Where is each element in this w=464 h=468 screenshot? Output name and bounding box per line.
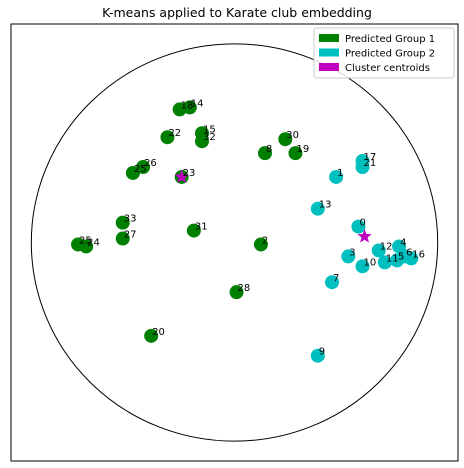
point-label: 24 [87,237,100,248]
point-label: 16 [412,249,425,260]
centroid-star-0 [174,169,189,184]
legend-swatch-centroid [319,63,339,71]
point-label: 10 [364,257,377,268]
point-group1-32 [194,134,209,149]
point-label: 5 [398,251,404,262]
point-group1-2 [253,237,268,252]
legend-label-centroid: Cluster centroids [345,63,430,74]
point-group1-26 [136,160,151,175]
point-group2-9 [310,348,325,363]
point-label: 2 [262,235,268,246]
point-group1-24 [79,239,94,254]
point-group2-21 [355,160,370,175]
point-group2-1 [329,169,344,184]
point-label: 3 [349,247,355,258]
legend-label-group2: Predicted Group 2 [345,49,435,60]
point-group2-16 [404,251,419,266]
point-label: 14 [191,98,204,109]
point-label: 4 [400,237,406,248]
point-label: 8 [266,144,272,155]
point-label: 9 [319,347,325,358]
point-group1-8 [257,146,272,161]
chart-title: K-means applied to Karate club embedding [102,5,372,20]
point-group1-20 [144,328,159,343]
point-label: 17 [364,152,377,163]
point-group2-0 [351,219,366,234]
point-label: 7 [333,273,339,284]
point-group1-31 [186,223,201,238]
point-group2-12 [371,243,386,258]
legend-swatch-group1 [319,34,339,42]
point-group2-11 [377,255,392,270]
legend-label-group1: Predicted Group 1 [345,34,435,45]
point-group1-30 [278,132,293,147]
point-label: 21 [364,158,377,169]
point-label: 11 [386,253,399,264]
point-label: 33 [124,214,137,225]
point-group1-28 [229,285,244,300]
point-label: 32 [203,132,216,143]
point-label: 28 [238,283,251,294]
point-label: 19 [296,144,309,155]
point-label: 25 [79,235,92,246]
point-group2-5 [390,253,405,268]
points [71,100,419,363]
point-group1-22 [160,130,175,145]
point-group1-14 [182,100,197,115]
point-label: 18 [181,100,194,111]
point-group2-13 [310,201,325,216]
centroid-star-1 [357,229,372,243]
point-label: 27 [124,230,137,241]
point-label: 22 [168,128,181,139]
point-label: 23 [183,168,196,179]
legend-swatch-group2 [319,48,339,57]
point-label: 26 [144,158,157,169]
point-label: 15 [203,124,216,135]
point-group2-3 [341,249,356,264]
boundary-circle [30,43,439,442]
point-label: 31 [195,222,208,233]
point-label: 20 [152,327,165,338]
point-label: 13 [319,200,332,211]
point-group1-33 [115,215,130,230]
point-group1-19 [288,146,303,161]
legend: Predicted Group 1 Predicted Group 2 Cluste… [313,27,455,79]
point-group1-25 [125,165,140,180]
point-label: 25 [134,164,147,175]
point-group1-27 [115,231,130,246]
point-label: 30 [286,130,299,141]
point-group2-10 [355,259,370,274]
legend-box [313,27,455,79]
point-label: 1 [337,168,343,179]
point-group2-7 [325,275,340,290]
point-label: 12 [380,241,393,252]
point-label: 0 [359,218,365,229]
point-label: 6 [406,247,412,258]
